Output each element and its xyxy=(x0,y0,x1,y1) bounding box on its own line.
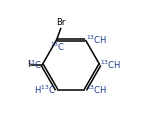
Text: $^{13}$C: $^{13}$C xyxy=(50,40,65,53)
Text: $^{13}$CH: $^{13}$CH xyxy=(86,84,107,96)
Text: $^{13}$CH: $^{13}$CH xyxy=(86,34,107,46)
Text: $^{13}$C: $^{13}$C xyxy=(27,59,42,71)
Text: $^{13}$CH: $^{13}$CH xyxy=(100,59,122,71)
Text: I: I xyxy=(27,60,30,69)
Text: H$^{13}$C: H$^{13}$C xyxy=(35,84,56,96)
Text: Br: Br xyxy=(57,18,66,27)
